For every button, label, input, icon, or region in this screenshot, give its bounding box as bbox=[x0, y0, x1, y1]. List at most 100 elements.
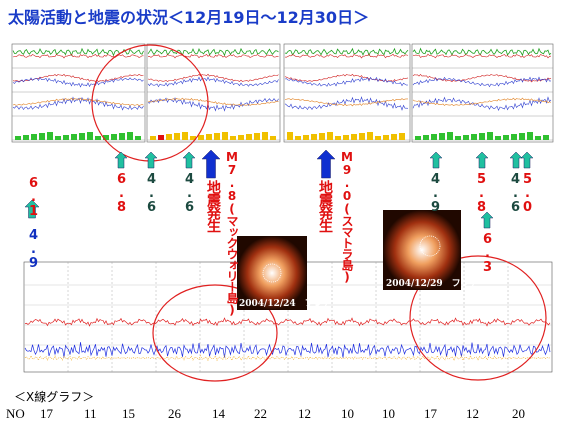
index-bar bbox=[487, 132, 493, 140]
index-bar bbox=[287, 132, 293, 140]
top-chart-panels bbox=[11, 43, 554, 143]
trace bbox=[147, 76, 279, 88]
index-bar bbox=[479, 133, 485, 140]
trace bbox=[284, 96, 409, 111]
index-bar bbox=[495, 136, 501, 140]
panel bbox=[411, 43, 554, 143]
index-bar bbox=[111, 134, 117, 140]
table-cell: 20 bbox=[512, 406, 525, 421]
trace bbox=[12, 53, 144, 59]
table-cell: 26 bbox=[168, 406, 181, 421]
index-bar bbox=[246, 134, 252, 140]
arrow bbox=[182, 151, 196, 169]
title: 太陽活動と地震の状況＜12月19日～12月30日＞ bbox=[8, 8, 370, 27]
index-bar bbox=[351, 134, 357, 140]
index-bar bbox=[423, 135, 429, 140]
quake-event: 地震発生 bbox=[317, 180, 333, 232]
index-bar bbox=[39, 133, 45, 140]
index-bar bbox=[367, 132, 373, 140]
index-bar bbox=[214, 133, 220, 140]
quake-event: 地震発生 bbox=[205, 180, 221, 232]
index-bar bbox=[311, 134, 317, 140]
index-bar bbox=[206, 134, 212, 140]
trace bbox=[147, 97, 279, 107]
index-bar bbox=[511, 134, 517, 140]
index-bar bbox=[182, 132, 188, 140]
index-bar bbox=[198, 135, 204, 140]
magnitude: 5.8 bbox=[474, 172, 489, 214]
magnitude: 6.8 bbox=[114, 172, 129, 214]
flare-label: 2004/12/24 フレア bbox=[239, 299, 332, 309]
table-cell: 12 bbox=[466, 406, 479, 421]
index-bar bbox=[150, 136, 156, 140]
trace bbox=[412, 97, 552, 106]
index-bar bbox=[455, 136, 461, 140]
panel bbox=[11, 43, 146, 143]
index-bar bbox=[439, 133, 445, 140]
table-cell: 10 bbox=[382, 406, 395, 421]
index-bar bbox=[431, 134, 437, 140]
index-bar bbox=[174, 133, 180, 140]
index-bar bbox=[327, 132, 333, 140]
index-bar bbox=[55, 136, 61, 140]
table-cell: 15 bbox=[122, 406, 135, 421]
index-bar bbox=[519, 133, 525, 140]
index-bar bbox=[158, 135, 164, 140]
table-cell: 22 bbox=[254, 406, 267, 421]
index-bar bbox=[295, 136, 301, 140]
trace bbox=[412, 73, 552, 83]
highlight-circle bbox=[152, 284, 278, 382]
index-bar bbox=[166, 134, 172, 140]
index-bar bbox=[230, 136, 236, 140]
index-bar bbox=[119, 133, 125, 140]
index-bar bbox=[503, 135, 509, 140]
index-bar bbox=[87, 132, 93, 140]
arrow bbox=[144, 151, 158, 169]
trace bbox=[284, 73, 409, 83]
index-bar bbox=[79, 133, 85, 140]
table-cell: 17 bbox=[40, 406, 53, 421]
index-bar bbox=[399, 133, 405, 140]
arrow bbox=[475, 151, 489, 169]
quake-name: M7.8(マックウォリー島) bbox=[225, 150, 239, 316]
table-cell: 12 bbox=[298, 406, 311, 421]
trace bbox=[147, 73, 279, 82]
arrow bbox=[316, 149, 336, 179]
index-bar bbox=[447, 132, 453, 140]
arrow bbox=[509, 151, 523, 169]
caption: ＜X線グラフ＞ bbox=[14, 390, 95, 404]
index-bar bbox=[23, 135, 29, 140]
index-bar bbox=[15, 136, 21, 140]
trace bbox=[412, 53, 552, 59]
trace bbox=[147, 53, 279, 59]
trace bbox=[147, 47, 279, 57]
index-bar bbox=[535, 136, 541, 140]
magnitude: 5.0 bbox=[520, 172, 535, 214]
table-cell: 17 bbox=[424, 406, 437, 421]
index-bar bbox=[95, 136, 101, 140]
index-bar bbox=[103, 135, 109, 140]
table-header: NO bbox=[6, 406, 25, 421]
magnitude: 6.3 bbox=[480, 232, 495, 274]
index-bar bbox=[71, 134, 77, 140]
flare-label: 2004/12/29 フレア bbox=[386, 279, 479, 289]
index-bar bbox=[127, 132, 133, 140]
trace bbox=[412, 47, 552, 57]
arrow bbox=[114, 151, 128, 169]
magnitude: 4.9 bbox=[428, 172, 443, 214]
index-bar bbox=[63, 135, 69, 140]
index-bar bbox=[270, 136, 276, 140]
arrow bbox=[429, 151, 443, 169]
trace bbox=[284, 53, 409, 59]
trace bbox=[412, 76, 552, 88]
arrows bbox=[24, 149, 534, 229]
arrow bbox=[480, 211, 494, 229]
index-bar bbox=[543, 135, 549, 140]
flare-image bbox=[383, 210, 461, 290]
index-bar bbox=[47, 132, 53, 140]
occulter bbox=[419, 235, 441, 257]
highlight-circle bbox=[409, 255, 547, 381]
index-bar bbox=[335, 136, 341, 140]
